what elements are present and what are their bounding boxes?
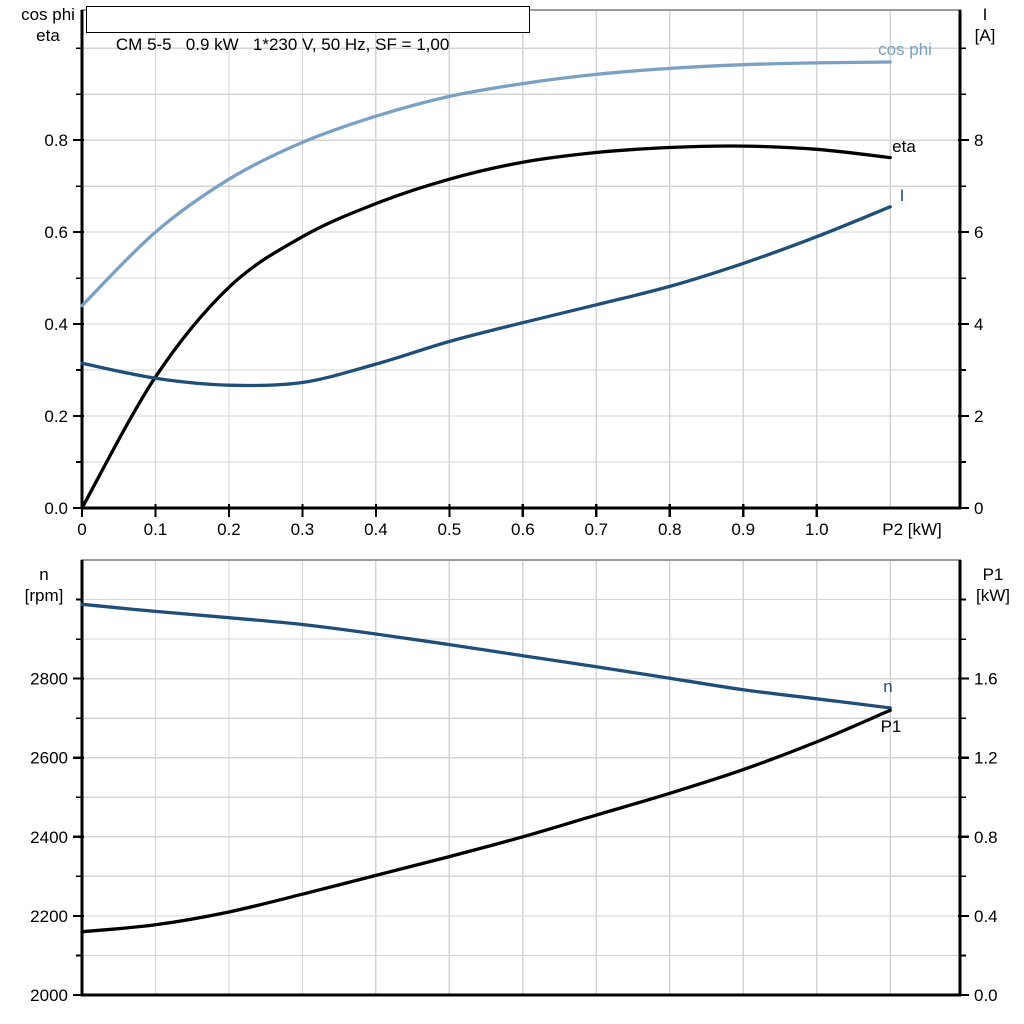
bottom-left-tick-label: 2000 [30, 986, 68, 1005]
bottom-left-axis-title: n [rpm] [4, 564, 84, 606]
top-x-axis-label: P2 [kW] [882, 520, 942, 539]
top-x-tick-label: 0.5 [438, 520, 462, 539]
top-x-tick-label: 0.4 [364, 520, 388, 539]
top-curve-label-i: I [900, 186, 905, 205]
top-right-tick-label: 0 [974, 499, 983, 518]
top-curve-cos-phi [80, 60, 892, 308]
speed-axis-title-line1: n [39, 565, 49, 584]
bottom-right-tick-label: 1.6 [974, 670, 998, 689]
bottom-left-tick-label: 2800 [30, 670, 68, 689]
bottom-curve-n [80, 602, 892, 710]
top-right-tick-label: 6 [974, 223, 983, 242]
top-x-tick-label: 0.7 [584, 520, 608, 539]
top-curve-i [80, 205, 892, 388]
left-axis-title-line2: eta [36, 26, 60, 45]
right-axis-title-line1: I [982, 5, 988, 24]
top-x-tick-label: 0.8 [658, 520, 682, 539]
bottom-curve-label-n: n [883, 677, 892, 696]
bottom-right-tick-label: 0.4 [974, 907, 998, 926]
bottom-left-tick-label: 2200 [30, 907, 68, 926]
top-left-tick-label: 0.2 [44, 407, 68, 426]
bottom-right-axis-title: P1 [kW] [958, 564, 1024, 606]
speed-axis-title-line2: [rpm] [24, 586, 64, 605]
bottom-right-tick-label: 0.0 [974, 986, 998, 1005]
top-x-tick-label: 0 [77, 520, 86, 539]
top-left-tick-label: 0.6 [44, 223, 68, 242]
right-axis-title-line2: [A] [974, 26, 996, 45]
top-right-tick-label: 4 [974, 315, 983, 334]
bottom-right-tick-label: 0.8 [974, 828, 998, 847]
top-x-tick-label: 0.1 [144, 520, 168, 539]
top-curve-label-eta: eta [892, 137, 916, 156]
top-x-tick-label: 1.0 [805, 520, 829, 539]
top-right-axis-title: I [A] [950, 4, 1020, 46]
top-left-tick-label: 0.8 [44, 131, 68, 150]
top-left-tick-label: 0.0 [44, 499, 68, 518]
top-right-tick-label: 2 [974, 407, 983, 426]
top-x-tick-label: 0.3 [291, 520, 315, 539]
top-x-tick-label: 0.9 [731, 520, 755, 539]
top-right-tick-label: 8 [974, 131, 983, 150]
bottom-left-tick-label: 2400 [30, 828, 68, 847]
bottom-left-tick-label: 2600 [30, 749, 68, 768]
left-axis-title-line1: cos phi [21, 5, 75, 24]
bottom-curve-label-p1: P1 [881, 717, 902, 736]
top-x-tick-label: 0.2 [217, 520, 241, 539]
top-left-tick-label: 0.4 [44, 315, 68, 334]
chart-title: CM 5-5 0.9 kW 1*230 V, 50 Hz, SF = 1,00 [115, 35, 450, 54]
bottom-plot-border [81, 559, 961, 996]
top-curve-label-cos-phi: cos phi [878, 40, 932, 59]
top-curve-eta [80, 144, 892, 510]
top-x-tick-label: 0.6 [511, 520, 535, 539]
top-left-axis-title: cos phi eta [8, 4, 88, 46]
chart-title-box: CM 5-5 0.9 kW 1*230 V, 50 Hz, SF = 1,00 [86, 6, 530, 54]
bottom-curve-p1 [80, 708, 892, 934]
power-axis-title-line1: P1 [982, 565, 1004, 584]
power-axis-title-line2: [kW] [976, 586, 1010, 605]
bottom-right-tick-label: 1.2 [974, 749, 998, 768]
